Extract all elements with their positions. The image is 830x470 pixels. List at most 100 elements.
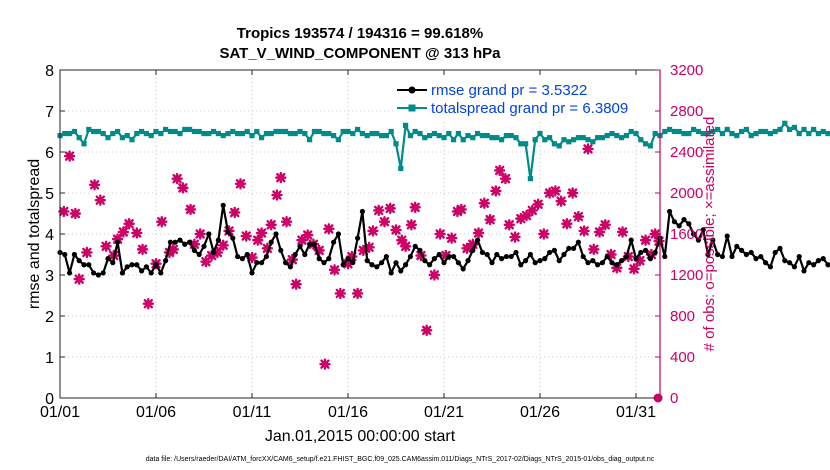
rmse-point	[811, 262, 817, 268]
rmse-point	[585, 260, 591, 266]
rmse-point	[110, 260, 116, 266]
plot-area	[57, 69, 830, 403]
y-tick-label: 4	[45, 227, 54, 244]
rmse-point	[547, 249, 553, 256]
obs-assimilated-marker	[373, 204, 385, 217]
totalspread-point	[700, 130, 706, 137]
right-axis-ticks: 0 400 800 1200 1600 2000 2400 2800 3200	[655, 62, 703, 407]
totalspread-point	[436, 133, 442, 139]
totalspread-point	[187, 126, 193, 133]
obs-assimilated-marker	[346, 250, 358, 263]
rmse-point	[556, 258, 562, 264]
totalspread-point	[374, 130, 380, 137]
y-tick-label: 5	[45, 186, 54, 203]
y-tick-label: 6	[45, 145, 54, 162]
obs-assimilated-marker	[188, 238, 201, 250]
obs-assimilated-marker	[451, 205, 464, 218]
obs-assimilated-marker	[255, 227, 268, 239]
totalspread-point	[667, 126, 673, 133]
totalspread-point	[316, 128, 322, 135]
rmse-point	[91, 270, 97, 276]
totalspread-point	[407, 133, 413, 139]
obs-assimilated-marker	[94, 194, 107, 206]
obs-assimilated-marker	[156, 216, 168, 228]
totalspread-point	[532, 137, 538, 143]
x-axis-label: Jan.01,2015 00:00:00 start	[265, 428, 456, 445]
totalspread-point	[417, 130, 423, 137]
rmse-point	[268, 239, 274, 245]
obs-assimilated-marker	[409, 201, 421, 214]
right-tick-label: 0	[670, 390, 678, 407]
totalspread-point	[590, 139, 596, 145]
obs-assimilated-marker	[63, 150, 76, 162]
rmse-point	[182, 241, 188, 247]
obs-assimilated-marker	[616, 226, 629, 238]
rmse-point	[758, 253, 764, 260]
rmse-point	[623, 253, 630, 260]
obs-assimilated-marker	[136, 243, 149, 256]
totalspread-point	[662, 128, 668, 135]
totalspread-point	[580, 135, 586, 141]
rmse-point	[561, 251, 567, 258]
totalspread-point	[297, 128, 303, 135]
right-axis-label: # of obs: o=possible; ×=assimilated	[701, 117, 718, 352]
obs-assimilated-marker	[515, 212, 527, 225]
rmse-point	[542, 256, 548, 262]
rmse-point	[331, 239, 337, 245]
totalspread-point	[153, 128, 159, 135]
totalspread-point	[259, 135, 265, 141]
totalspread-point	[619, 135, 625, 141]
obs-assimilated-marker	[572, 210, 585, 223]
totalspread-point	[547, 135, 553, 141]
rmse-point	[724, 233, 730, 239]
totalspread-point	[681, 130, 687, 137]
obs-assimilated-marker	[532, 198, 544, 210]
obs-assimilated-marker	[526, 204, 539, 217]
totalspread-point	[76, 135, 82, 141]
totalspread-point	[326, 130, 332, 137]
totalspread-point	[638, 137, 644, 143]
chart-title-line2: SAT_V_WIND_COMPONENT @ 313 hPa	[219, 45, 501, 62]
rmse-point	[239, 256, 245, 262]
totalspread-point	[705, 130, 711, 137]
obs-assimilated-marker	[503, 219, 515, 231]
rmse-point	[431, 256, 437, 262]
x-tick-label: 01/26	[520, 404, 560, 421]
totalspread-point	[763, 128, 769, 135]
obs-assimilated-marker	[240, 230, 252, 242]
rmse-point	[575, 239, 582, 245]
rmse-point	[686, 221, 692, 227]
rmse-point	[177, 237, 183, 243]
y-axis-ticks: 0 1 2 3 4 5 6 7 8	[45, 63, 65, 408]
obs-assimilated-marker	[561, 218, 573, 230]
totalspread-point	[235, 130, 241, 137]
obs-assimilated-marker	[363, 241, 375, 254]
rmse-point	[134, 262, 140, 268]
rmse-point	[100, 270, 106, 276]
totalspread-point	[398, 165, 404, 171]
rmse-point	[705, 251, 711, 258]
x-axis-ticks: 01/01 01/06 01/11 01/16 01/21 01/26 01/31	[40, 70, 656, 421]
x-tick-label: 01/21	[424, 404, 464, 421]
obs-assimilated-marker	[73, 273, 85, 285]
totalspread-point	[475, 130, 481, 137]
totalspread-point	[412, 128, 418, 135]
rmse-point	[95, 272, 101, 278]
obs-assimilated-marker	[434, 228, 446, 240]
obs-assimilated-marker	[467, 238, 479, 250]
totalspread-point	[542, 137, 548, 143]
totalspread-point	[167, 128, 173, 135]
obs-assimilated-marker	[478, 197, 491, 209]
totalspread-point	[527, 176, 533, 182]
obs-assimilated-marker	[131, 227, 143, 239]
legend-rmse-marker	[408, 86, 416, 94]
right-tick-label: 2800	[670, 103, 703, 120]
rmse-point	[719, 253, 726, 260]
obs-assimilated-marker	[639, 234, 652, 246]
rmse-point	[465, 258, 471, 264]
rmse-point	[676, 223, 682, 229]
obs-assimilated-marker	[111, 233, 124, 245]
rmse-point	[609, 260, 615, 266]
rmse-point	[633, 256, 639, 262]
obs-assimilated-marker	[246, 251, 258, 264]
